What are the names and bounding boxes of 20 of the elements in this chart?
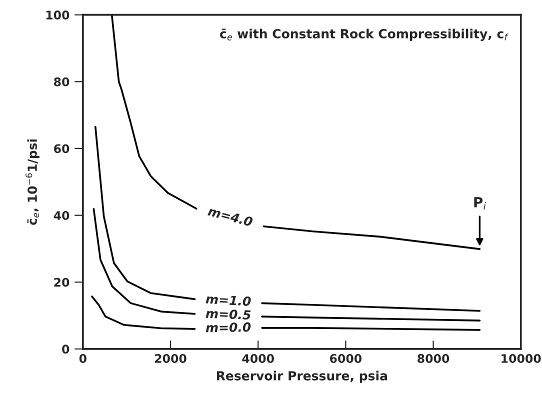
- series-label: m=1.0: [206, 294, 252, 306]
- annotation: P$_{i}$: [474, 197, 486, 210]
- y-tick-label: 80: [54, 77, 70, 86]
- y-tick-label: 60: [54, 144, 70, 154]
- y-tick-label: 20: [54, 278, 70, 287]
- x-tick-label: 10000: [502, 354, 541, 363]
- series-label: m=0.5: [206, 308, 251, 320]
- x-tick-label: 8000: [418, 354, 450, 363]
- x-tick-label: 4000: [242, 354, 274, 363]
- y-axis-title: c̄$_{e}$, 10$^{−6}$1/psi: [26, 139, 40, 225]
- x-axis-title: Reservoir Pressure, psia: [216, 370, 387, 383]
- text: c̄$_{e}$ with Constant Rock Compressibility, c$_{f}$: [220, 28, 508, 41]
- x-tick-label: 6000: [330, 354, 362, 363]
- series-label: m=0.0: [206, 322, 251, 332]
- y-tick-label: 40: [54, 211, 70, 220]
- x-tick-label: 2000: [155, 354, 186, 363]
- text: m=4.0: [207, 206, 254, 227]
- y-tick-label: 100: [46, 10, 70, 20]
- y-tick-label: 0: [62, 344, 70, 354]
- x-tick-label: 0: [79, 354, 86, 363]
